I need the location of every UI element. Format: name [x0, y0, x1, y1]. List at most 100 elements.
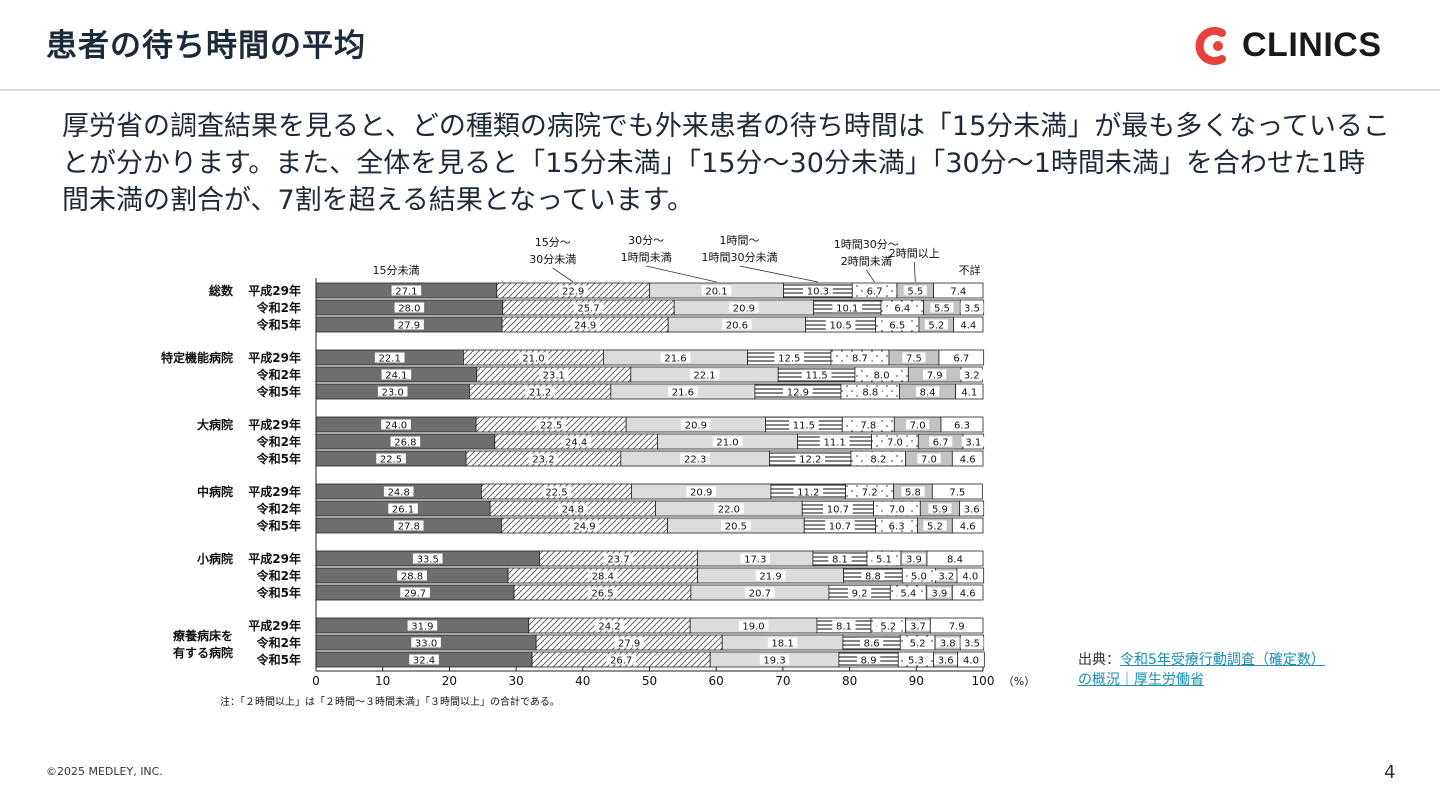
- value-label-bg-5-0-0: [407, 620, 438, 631]
- value-label-3-1-3: 10.7: [827, 505, 849, 516]
- value-label-0-2-3: 10.5: [829, 321, 851, 332]
- waiting-time-chart: 15分未満 15分〜 30分未満 30分〜 1時間未満 1時間〜 1時間30分未満 1時間30…: [161, 234, 1035, 708]
- value-label-bg-4-2-0: [400, 587, 430, 598]
- value-label-0-0-1: 22.9: [562, 287, 584, 298]
- value-label-bg-2-1-5: [929, 436, 953, 447]
- legend-label-1-line-1: 30分未満: [529, 253, 576, 266]
- value-label-bg-4-1-1: [588, 570, 618, 581]
- value-label-5-0-0: 31.9: [411, 622, 433, 633]
- value-label-bg-2-0-2: [681, 419, 711, 430]
- value-label-2-1-0: 26.8: [394, 438, 416, 449]
- row-year-label-0-0: 平成29年: [248, 283, 301, 298]
- x-axis-unit: （%）: [1003, 675, 1035, 688]
- value-label-0-1-4: 6.4: [894, 304, 910, 315]
- value-label-bg-1-1-3: [801, 369, 832, 380]
- value-label-1-0-5: 7.5: [906, 354, 922, 365]
- legend-label-3-line-0: 1時間〜: [720, 234, 760, 247]
- value-label-0-0-4: 6.7: [867, 287, 883, 298]
- value-label-1-0-3: 12.5: [778, 354, 800, 365]
- value-label-0-1-6: 3.5: [964, 304, 980, 315]
- value-label-bg-5-2-0: [409, 654, 439, 665]
- value-label-bg-3-0-5: [901, 486, 925, 497]
- value-label-1-1-5: 7.9: [927, 371, 943, 382]
- legend-label-4-line-1: 2時間未満: [841, 255, 892, 268]
- value-label-3-1-6: 3.6: [964, 505, 980, 516]
- value-label-4-0-4: 5.1: [876, 555, 892, 566]
- value-label-3-1-1: 24.8: [562, 505, 584, 516]
- value-label-bg-0-2-6: [956, 319, 980, 330]
- value-label-bg-2-1-6: [961, 436, 985, 447]
- value-label-bg-0-1-4: [890, 302, 914, 313]
- value-label-bg-4-1-5: [934, 570, 958, 581]
- row-year-label-5-2: 令和5年: [256, 652, 301, 667]
- value-label-bg-5-2-5: [934, 654, 958, 665]
- value-label-bg-3-1-6: [960, 503, 984, 514]
- value-label-bg-0-0-0: [391, 285, 422, 296]
- x-tick-label-2: 20: [442, 674, 457, 688]
- legend-label-1-line-0: 15分〜: [535, 236, 571, 249]
- x-tick-label-4: 40: [575, 674, 590, 688]
- x-tick-label-9: 90: [909, 674, 924, 688]
- value-label-bg-4-2-5: [927, 587, 951, 598]
- value-label-5-0-4: 5.2: [880, 622, 896, 633]
- value-label-5-2-3: 8.9: [861, 656, 877, 667]
- group-label-4-line-0: 小病院: [197, 551, 233, 566]
- value-label-4-2-1: 26.5: [591, 589, 613, 600]
- row-year-label-1-0: 平成29年: [248, 350, 301, 365]
- value-label-3-1-5: 5.9: [932, 505, 948, 516]
- value-label-2-1-6: 3.1: [965, 438, 981, 449]
- source-citation: 出典：令和5年受療行動調査（確定数）の概況｜厚生労働省: [1078, 650, 1338, 690]
- value-label-1-0-1: 21.0: [522, 354, 544, 365]
- value-label-bg-2-1-2: [712, 436, 743, 447]
- legend-leader-4: [865, 269, 875, 283]
- value-label-0-2-1: 24.9: [574, 321, 596, 332]
- value-label-bg-4-2-4: [896, 587, 920, 598]
- value-label-5-2-2: 19.3: [763, 656, 785, 667]
- value-label-0-0-6: 7.4: [950, 287, 966, 298]
- row-year-label-3-2: 令和5年: [256, 518, 301, 533]
- value-label-3-2-3: 10.7: [829, 522, 851, 533]
- value-label-1-2-0: 23.0: [382, 388, 404, 399]
- value-label-5-1-6: 3.5: [964, 639, 980, 650]
- value-label-0-2-5: 5.2: [928, 321, 944, 332]
- value-label-2-2-4: 8.2: [870, 455, 886, 466]
- value-label-0-0-3: 10.3: [807, 287, 829, 298]
- value-label-1-2-5: 8.4: [920, 388, 936, 399]
- value-label-bg-1-2-3: [783, 386, 813, 397]
- value-label-bg-4-1-3: [861, 570, 885, 581]
- value-label-3-0-2: 20.9: [690, 488, 712, 499]
- value-label-bg-3-0-6: [945, 486, 969, 497]
- value-label-bg-0-2-1: [570, 319, 600, 330]
- value-label-1-0-4: 8.7: [852, 354, 868, 365]
- value-label-4-2-2: 20.7: [749, 589, 771, 600]
- value-label-bg-4-1-0: [397, 570, 427, 581]
- value-label-2-1-3: 11.1: [823, 438, 845, 449]
- value-label-bg-5-1-1: [614, 637, 644, 648]
- legend-leader-5: [913, 261, 916, 283]
- value-label-bg-1-2-5: [916, 386, 940, 397]
- row-year-label-1-2: 令和5年: [256, 384, 301, 399]
- value-label-1-2-1: 21.2: [529, 388, 551, 399]
- value-label-5-1-1: 27.9: [618, 639, 640, 650]
- legend-leader-3: [739, 265, 818, 283]
- value-label-3-2-6: 4.6: [960, 522, 976, 533]
- value-label-bg-2-0-5: [906, 419, 930, 430]
- source-link[interactable]: 令和5年受療行動調査（確定数）の概況｜厚生労働省: [1078, 652, 1325, 688]
- value-label-bg-4-2-6: [956, 587, 980, 598]
- value-label-2-1-2: 21.0: [716, 438, 738, 449]
- value-label-4-2-5: 3.9: [931, 589, 947, 600]
- value-label-1-2-4: 8.8: [862, 388, 878, 399]
- value-label-1-2-2: 21.6: [672, 388, 694, 399]
- value-label-bg-4-0-2: [740, 553, 771, 564]
- value-label-bg-0-1-3: [832, 302, 863, 313]
- value-label-4-1-3: 8.8: [865, 572, 881, 583]
- value-label-3-0-4: 7.2: [862, 488, 878, 499]
- value-label-5-1-0: 33.0: [415, 639, 437, 650]
- value-label-bg-1-0-6: [949, 352, 973, 363]
- value-label-bg-5-1-6: [960, 637, 984, 648]
- value-label-5-0-1: 24.2: [598, 622, 620, 633]
- value-label-bg-3-1-2: [714, 503, 744, 514]
- value-label-4-0-0: 33.5: [417, 555, 439, 566]
- value-label-0-1-5: 5.5: [934, 304, 950, 315]
- x-tick-label-0: 0: [312, 674, 320, 688]
